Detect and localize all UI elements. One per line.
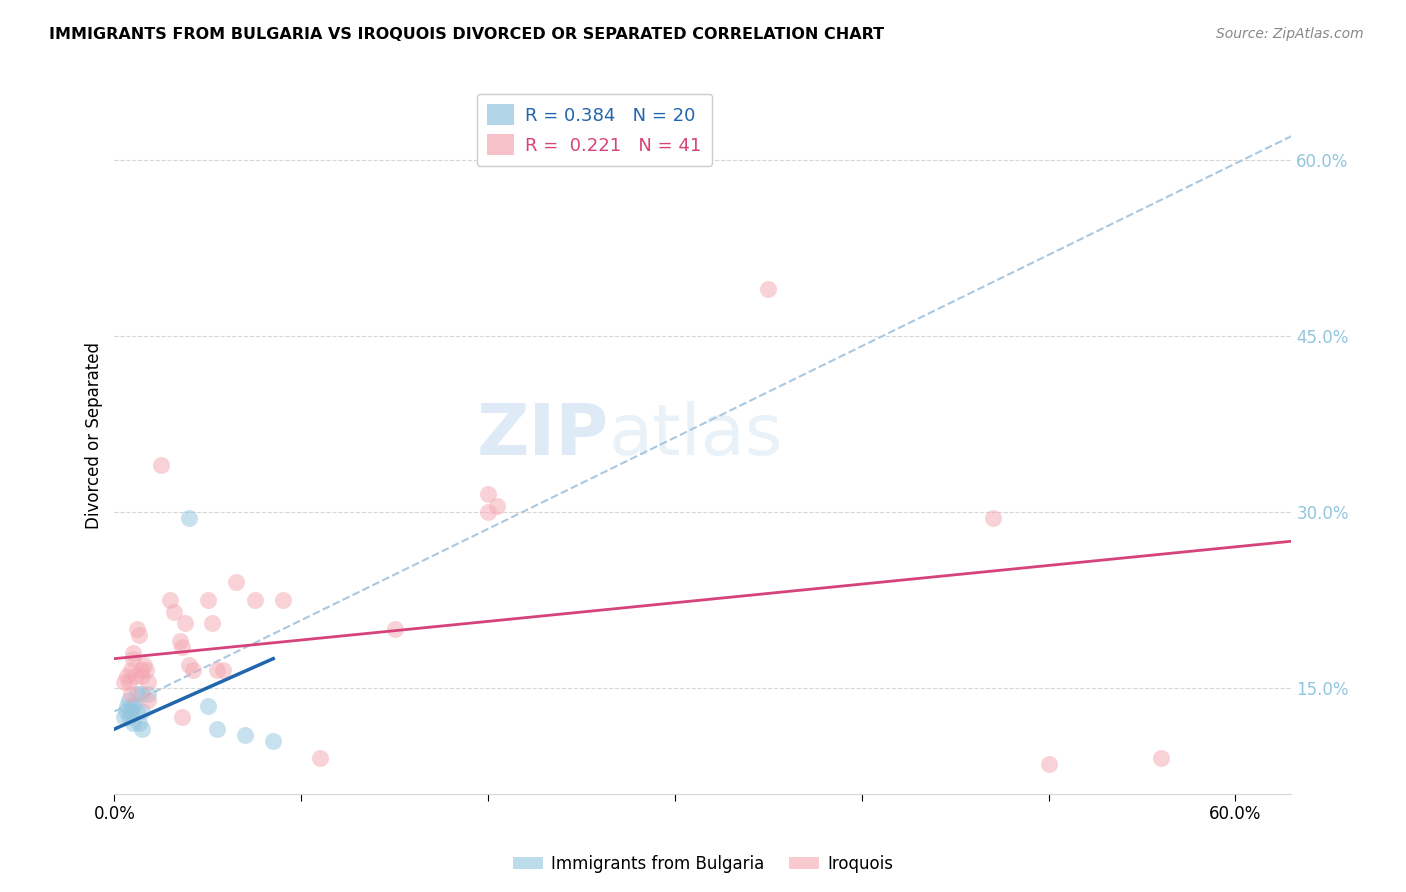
Point xyxy=(225,575,247,590)
Point xyxy=(117,698,139,713)
Point xyxy=(159,593,181,607)
Point xyxy=(131,669,153,683)
Point xyxy=(125,705,148,719)
Point xyxy=(125,622,148,636)
Point xyxy=(122,646,145,660)
Point xyxy=(477,487,499,501)
Point xyxy=(179,657,201,672)
Point xyxy=(122,716,145,731)
Text: Source: ZipAtlas.com: Source: ZipAtlas.com xyxy=(1216,27,1364,41)
Point xyxy=(384,622,406,636)
Legend: R = 0.384   N = 20, R =  0.221   N = 41: R = 0.384 N = 20, R = 0.221 N = 41 xyxy=(477,94,713,166)
Point xyxy=(120,705,142,719)
Point xyxy=(120,664,142,678)
Point xyxy=(136,687,159,701)
Point xyxy=(128,716,150,731)
Point xyxy=(271,593,294,607)
Point xyxy=(211,664,233,678)
Point xyxy=(136,675,159,690)
Point xyxy=(477,505,499,519)
Point xyxy=(233,728,256,742)
Point xyxy=(112,710,135,724)
Legend: Immigrants from Bulgaria, Iroquois: Immigrants from Bulgaria, Iroquois xyxy=(506,848,900,880)
Point xyxy=(128,628,150,642)
Point xyxy=(181,664,204,678)
Point xyxy=(120,687,142,701)
Point xyxy=(136,692,159,706)
Point xyxy=(125,687,148,701)
Point xyxy=(163,605,186,619)
Point xyxy=(114,705,136,719)
Point xyxy=(118,675,141,690)
Point xyxy=(124,669,146,683)
Point xyxy=(262,734,284,748)
Point xyxy=(122,698,145,713)
Point xyxy=(169,634,191,648)
Point xyxy=(486,499,509,513)
Point xyxy=(134,657,156,672)
Point xyxy=(1038,757,1060,772)
Point xyxy=(170,710,193,724)
Point xyxy=(179,510,201,524)
Point xyxy=(200,616,222,631)
Point xyxy=(1150,751,1173,765)
Point xyxy=(131,705,153,719)
Y-axis label: Divorced or Separated: Divorced or Separated xyxy=(86,342,103,529)
Point xyxy=(118,692,141,706)
Point xyxy=(174,616,197,631)
Point xyxy=(131,722,153,736)
Point xyxy=(118,710,141,724)
Point xyxy=(170,640,193,654)
Point xyxy=(129,664,152,678)
Point xyxy=(135,664,157,678)
Point xyxy=(129,687,152,701)
Point xyxy=(150,458,173,472)
Point xyxy=(756,282,779,296)
Text: ZIP: ZIP xyxy=(477,401,609,470)
Point xyxy=(205,722,228,736)
Point xyxy=(205,664,228,678)
Point xyxy=(122,651,145,665)
Point xyxy=(309,751,332,765)
Text: IMMIGRANTS FROM BULGARIA VS IROQUOIS DIVORCED OR SEPARATED CORRELATION CHART: IMMIGRANTS FROM BULGARIA VS IROQUOIS DIV… xyxy=(49,27,884,42)
Point xyxy=(981,510,1004,524)
Point xyxy=(197,593,219,607)
Text: atlas: atlas xyxy=(609,401,783,470)
Point xyxy=(243,593,266,607)
Point xyxy=(117,669,139,683)
Point xyxy=(197,698,219,713)
Point xyxy=(112,675,135,690)
